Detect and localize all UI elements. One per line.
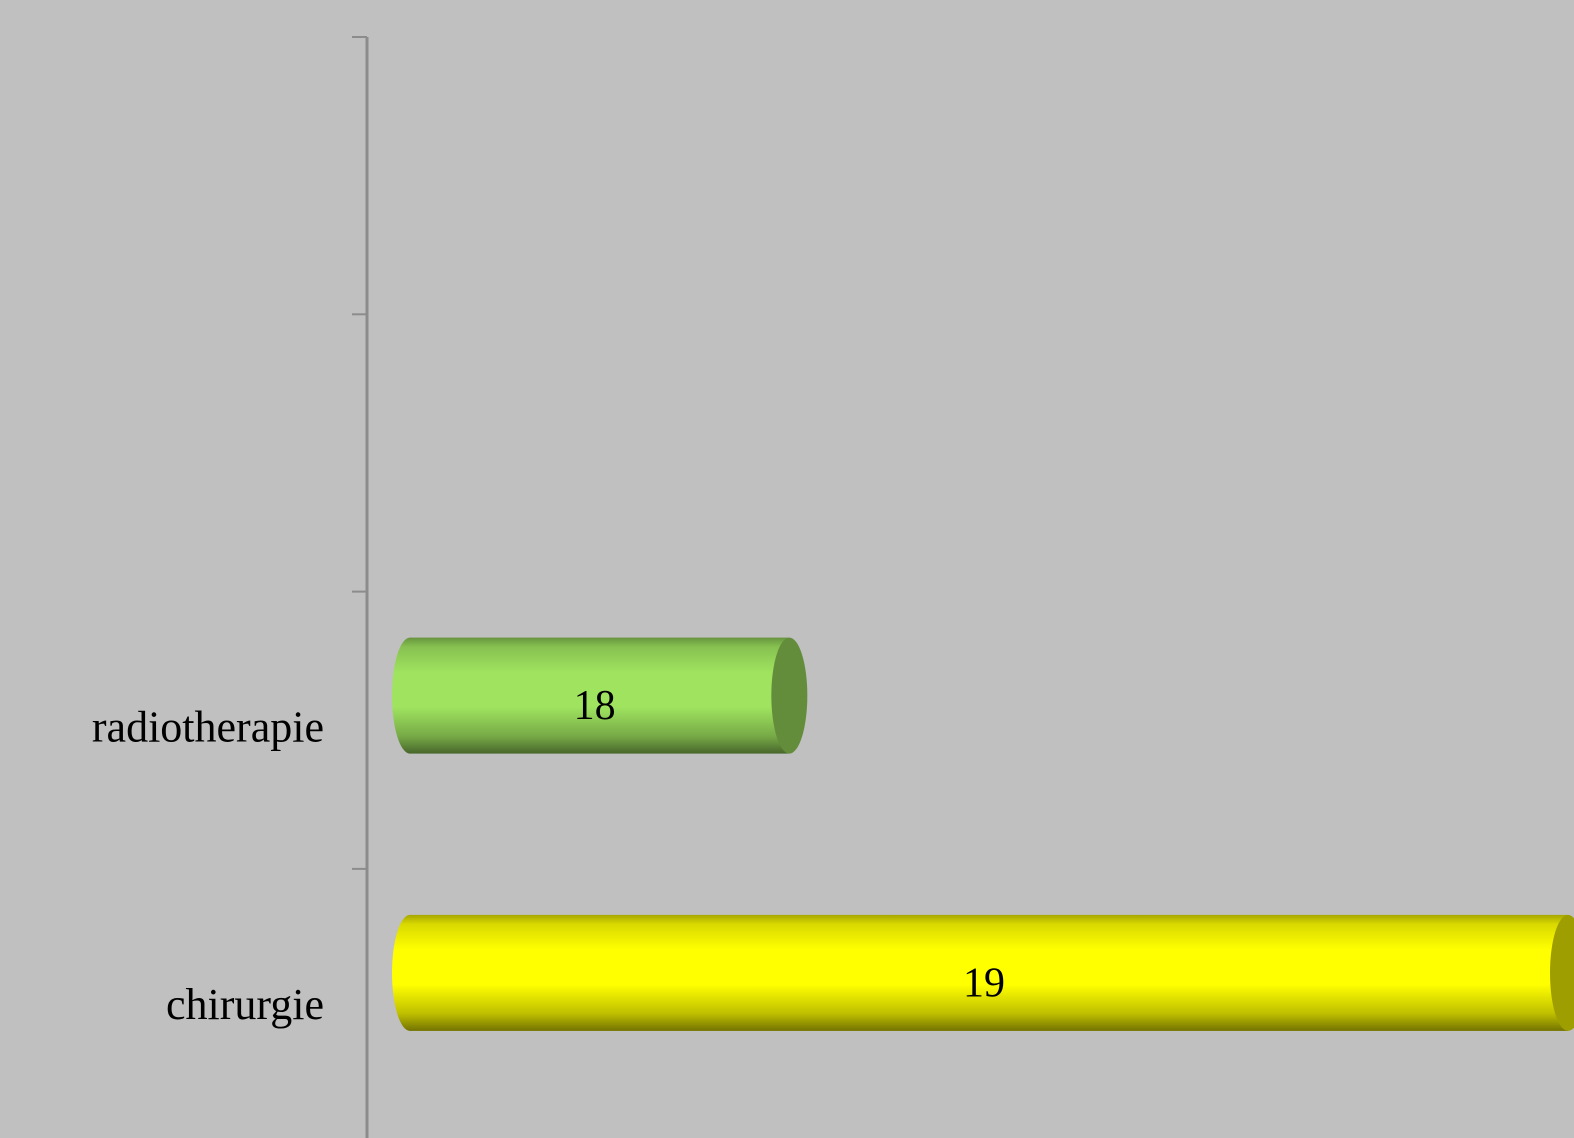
- value-label: 18: [574, 683, 616, 729]
- bar: [410, 637, 790, 754]
- bar-end-cap: [771, 637, 808, 754]
- bar: [410, 914, 1568, 1031]
- value-label: 19: [963, 961, 1005, 1007]
- category-label: radiotherapie: [92, 703, 324, 752]
- bar-end-cap: [1550, 914, 1574, 1031]
- category-label: chirurgie: [166, 980, 324, 1029]
